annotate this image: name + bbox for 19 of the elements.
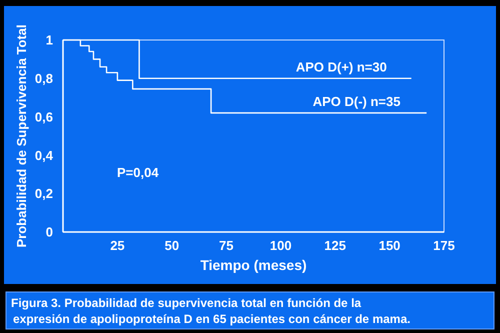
y-tick-label: 0,4 xyxy=(34,148,54,163)
x-tick-label: 175 xyxy=(433,238,455,253)
x-axis-title: Tiempo (meses) xyxy=(200,257,307,273)
annotation: P=0,04 xyxy=(117,165,160,180)
y-axis-title: Probabilidad de Supervivencia Total xyxy=(14,24,29,248)
y-tick-label: 0,2 xyxy=(34,186,53,202)
y-tick-label: 0 xyxy=(46,224,53,240)
x-tick-label: 150 xyxy=(378,238,400,253)
y-tick-label: 0,6 xyxy=(34,109,53,124)
x-tick-label: 125 xyxy=(324,238,346,253)
series-label: APO D(+) n=30 xyxy=(296,59,387,74)
series-label: APO D(-) n=35 xyxy=(312,94,400,109)
x-tick-label: 75 xyxy=(219,238,234,253)
x-tick-label: 50 xyxy=(164,238,180,253)
text: Figura 3. Probabilidad de supervivencia total en función de la expresión de apolipoproteína D en 65 pacientes con cáncer de mama. xyxy=(11,296,410,326)
y-tick-label: 0,8 xyxy=(34,70,53,86)
y-tick-label: 1 xyxy=(46,32,53,48)
x-tick-label: 25 xyxy=(110,238,125,253)
x-tick-label: 100 xyxy=(270,238,292,253)
